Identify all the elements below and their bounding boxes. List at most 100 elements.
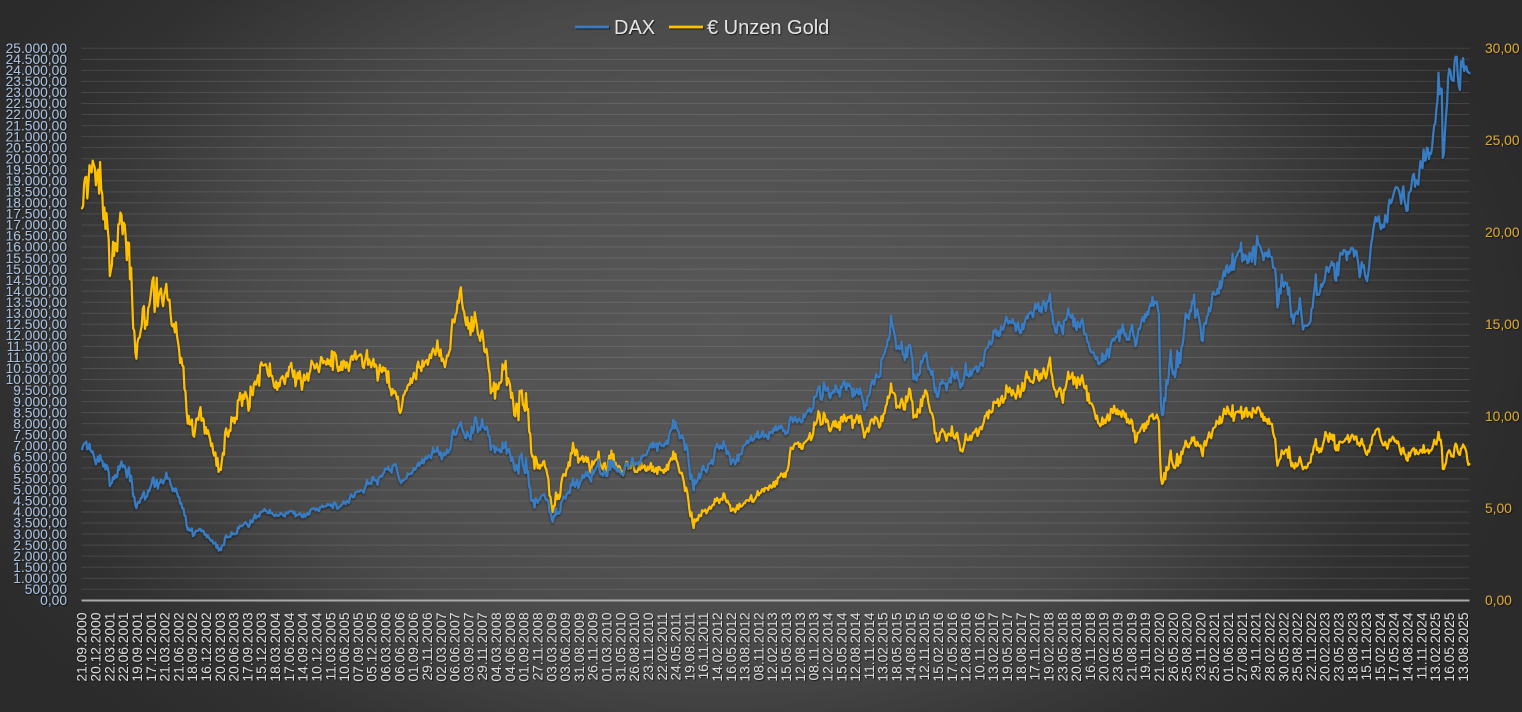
svg-text:16.11.2018: 16.11.2018 bbox=[1083, 612, 1098, 680]
svg-text:15.12.2003: 15.12.2003 bbox=[254, 612, 269, 681]
svg-text:20.02.2019: 20.02.2019 bbox=[1097, 612, 1112, 681]
svg-text:26.05.2020: 26.05.2020 bbox=[1166, 612, 1181, 681]
svg-text:9.000,00: 9.000,00 bbox=[13, 394, 67, 409]
svg-text:31.05.2010: 31.05.2010 bbox=[613, 612, 628, 681]
svg-text:4.500,00: 4.500,00 bbox=[13, 494, 67, 509]
svg-text:12.08.2014: 12.08.2014 bbox=[848, 612, 863, 681]
svg-text:10,00: 10,00 bbox=[1485, 409, 1520, 424]
svg-text:13.02.2025: 13.02.2025 bbox=[1428, 612, 1443, 681]
svg-text:26.11.2009: 26.11.2009 bbox=[586, 612, 601, 680]
svg-text:24.500,00: 24.500,00 bbox=[6, 52, 68, 67]
svg-text:7.000,00: 7.000,00 bbox=[13, 438, 67, 453]
svg-text:06.03.2006: 06.03.2006 bbox=[379, 612, 394, 681]
svg-text:14.500,00: 14.500,00 bbox=[6, 273, 68, 288]
svg-text:18.000,00: 18.000,00 bbox=[6, 196, 68, 211]
svg-text:29.11.2006: 29.11.2006 bbox=[420, 612, 435, 680]
svg-text:23.500,00: 23.500,00 bbox=[6, 74, 68, 89]
svg-text:14.08.2024: 14.08.2024 bbox=[1401, 612, 1416, 681]
svg-text:0,00: 0,00 bbox=[40, 593, 67, 608]
svg-text:20.000,00: 20.000,00 bbox=[6, 151, 68, 166]
svg-text:13.02.2017: 13.02.2017 bbox=[986, 613, 1001, 682]
svg-text:31.08.2009: 31.08.2009 bbox=[572, 612, 587, 681]
svg-text:0,00: 0,00 bbox=[1485, 593, 1512, 608]
svg-text:25.000,00: 25.000,00 bbox=[6, 41, 68, 56]
svg-text:21.03.2002: 21.03.2002 bbox=[158, 613, 173, 682]
svg-text:13.08.2012: 13.08.2012 bbox=[738, 613, 753, 682]
svg-text:26.08.2010: 26.08.2010 bbox=[627, 612, 642, 681]
svg-text:29.11.2007: 29.11.2007 bbox=[475, 613, 490, 681]
svg-text:27.08.2021: 27.08.2021 bbox=[1235, 613, 1250, 682]
svg-text:18.09.2002: 18.09.2002 bbox=[185, 613, 200, 682]
svg-text:15.000,00: 15.000,00 bbox=[6, 262, 68, 277]
svg-text:01.09.2006: 01.09.2006 bbox=[406, 612, 421, 681]
svg-text:17.05.2016: 17.05.2016 bbox=[945, 612, 960, 681]
svg-text:23.000,00: 23.000,00 bbox=[6, 85, 68, 100]
svg-text:08.11.2013: 08.11.2013 bbox=[807, 612, 822, 680]
svg-text:06.06.2007: 06.06.2007 bbox=[448, 613, 463, 682]
svg-text:5.500,00: 5.500,00 bbox=[13, 472, 67, 487]
svg-text:19.000,00: 19.000,00 bbox=[6, 174, 68, 189]
svg-text:10.06.2005: 10.06.2005 bbox=[337, 612, 352, 681]
svg-text:12.02.2014: 12.02.2014 bbox=[821, 612, 836, 681]
svg-text:18.08.2017: 18.08.2017 bbox=[1014, 613, 1029, 682]
svg-text:13.02.2015: 13.02.2015 bbox=[876, 612, 891, 681]
svg-text:11.000,00: 11.000,00 bbox=[7, 350, 68, 365]
svg-text:10.12.2004: 10.12.2004 bbox=[310, 612, 325, 681]
svg-text:20.02.2023: 20.02.2023 bbox=[1318, 612, 1333, 681]
svg-text:15.05.2013: 15.05.2013 bbox=[779, 612, 794, 681]
svg-text:22.500,00: 22.500,00 bbox=[6, 96, 68, 111]
svg-text:21.000,00: 21.000,00 bbox=[6, 129, 68, 144]
svg-text:25,00: 25,00 bbox=[1485, 133, 1520, 148]
svg-text:19.02.2018: 19.02.2018 bbox=[1042, 612, 1057, 681]
svg-text:21.02.2020: 21.02.2020 bbox=[1152, 612, 1167, 681]
svg-text:18.08.2023: 18.08.2023 bbox=[1345, 612, 1360, 681]
svg-text:2.500,00: 2.500,00 bbox=[13, 538, 67, 553]
svg-text:11.500,00: 11.500,00 bbox=[7, 339, 68, 354]
svg-text:25.02.2021: 25.02.2021 bbox=[1207, 613, 1222, 682]
svg-text:21.500,00: 21.500,00 bbox=[6, 118, 68, 133]
svg-text:17.500,00: 17.500,00 bbox=[6, 207, 68, 222]
svg-text:15.02.2024: 15.02.2024 bbox=[1373, 612, 1388, 681]
svg-text:28.02.2022: 28.02.2022 bbox=[1262, 613, 1277, 682]
svg-text:06.06.2006: 06.06.2006 bbox=[392, 612, 407, 681]
svg-text:12.11.2015: 12.11.2015 bbox=[917, 612, 932, 680]
svg-text:23.11.2010: 23.11.2010 bbox=[641, 612, 656, 680]
svg-text:19.08.2011: 19.08.2011 bbox=[682, 613, 697, 681]
svg-text:17.09.2003: 17.09.2003 bbox=[240, 612, 255, 681]
svg-text:15.02.2016: 15.02.2016 bbox=[931, 612, 946, 681]
svg-text:19.09.2001: 19.09.2001 bbox=[130, 613, 145, 682]
svg-text:23.11.2020: 23.11.2020 bbox=[1193, 612, 1208, 680]
svg-text:03.09.2007: 03.09.2007 bbox=[461, 613, 476, 682]
svg-text:14.09.2004: 14.09.2004 bbox=[296, 612, 311, 681]
svg-text:12.02.2013: 12.02.2013 bbox=[765, 612, 780, 681]
svg-text:22.11.2022: 22.11.2022 bbox=[1304, 613, 1319, 681]
svg-text:22.06.2001: 22.06.2001 bbox=[116, 613, 131, 682]
svg-text:11.11.2024: 11.11.2024 bbox=[1414, 612, 1429, 679]
svg-text:18.03.2004: 18.03.2004 bbox=[268, 612, 283, 681]
svg-text:22.03.2001: 22.03.2001 bbox=[102, 613, 117, 682]
svg-text:14.02.2012: 14.02.2012 bbox=[710, 613, 725, 682]
svg-text:17.05.2024: 17.05.2024 bbox=[1387, 612, 1402, 681]
svg-text:15,00: 15,00 bbox=[1485, 317, 1520, 332]
svg-text:6.000,00: 6.000,00 bbox=[13, 461, 67, 476]
svg-text:05.12.2005: 05.12.2005 bbox=[365, 612, 380, 681]
svg-text:03.06.2009: 03.06.2009 bbox=[558, 612, 573, 681]
svg-text:13.500,00: 13.500,00 bbox=[6, 295, 68, 310]
svg-text:12.08.2013: 12.08.2013 bbox=[793, 612, 808, 681]
svg-text:03.03.2009: 03.03.2009 bbox=[544, 612, 559, 681]
svg-text:5,00: 5,00 bbox=[1485, 501, 1512, 516]
svg-text:13.000,00: 13.000,00 bbox=[6, 306, 68, 321]
svg-text:20,00: 20,00 bbox=[1485, 225, 1520, 240]
svg-text:12.500,00: 12.500,00 bbox=[6, 317, 68, 332]
svg-text:15.500,00: 15.500,00 bbox=[6, 251, 68, 266]
svg-text:1.000,00: 1.000,00 bbox=[13, 571, 67, 586]
svg-text:10.500,00: 10.500,00 bbox=[6, 361, 68, 376]
svg-text:01.09.2008: 01.09.2008 bbox=[517, 612, 532, 681]
svg-text:7.500,00: 7.500,00 bbox=[13, 427, 67, 442]
svg-text:18.500,00: 18.500,00 bbox=[6, 185, 68, 200]
svg-text:18.05.2015: 18.05.2015 bbox=[890, 612, 905, 681]
svg-text:01.06.2021: 01.06.2021 bbox=[1221, 613, 1236, 682]
svg-text:4.000,00: 4.000,00 bbox=[13, 505, 67, 520]
svg-text:€ Unzen Gold: € Unzen Gold bbox=[707, 17, 829, 39]
svg-text:15.05.2014: 15.05.2014 bbox=[834, 612, 849, 681]
